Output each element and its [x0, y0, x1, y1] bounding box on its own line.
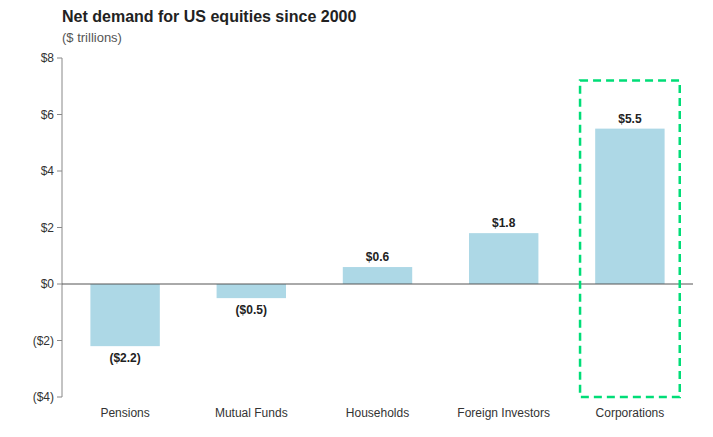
bar — [343, 267, 412, 284]
x-tick-label: Foreign Investors — [457, 406, 550, 420]
x-tick-label: Corporations — [596, 406, 665, 420]
data-label: $0.6 — [366, 250, 390, 264]
bar — [469, 233, 538, 284]
y-tick — [57, 171, 62, 172]
x-tick-label: Mutual Funds — [215, 406, 288, 420]
y-tick — [57, 114, 62, 115]
data-label: ($2.2) — [109, 351, 140, 365]
x-tick-label: Households — [346, 406, 409, 420]
y-tick-label: $0 — [41, 277, 55, 291]
y-tick-label: $2 — [41, 221, 55, 235]
y-tick-label: ($4) — [33, 390, 54, 404]
y-tick — [57, 227, 62, 228]
y-tick — [57, 284, 62, 285]
data-label: $1.8 — [492, 216, 516, 230]
y-tick-label: ($2) — [33, 334, 54, 348]
chart: Net demand for US equities since 2000 ($ … — [0, 0, 713, 437]
y-tick — [57, 397, 62, 398]
data-label: $5.5 — [618, 112, 642, 126]
y-tick-label: $4 — [41, 164, 55, 178]
y-tick-label: $6 — [41, 108, 55, 122]
subtitle: ($ trillions) — [62, 30, 122, 45]
bars — [90, 129, 664, 347]
y-tick — [57, 340, 62, 341]
bar — [90, 284, 159, 346]
y-tick — [57, 58, 62, 59]
y-axis — [62, 58, 63, 397]
highlight-box — [580, 81, 680, 397]
title: Net demand for US equities since 2000 — [62, 8, 356, 25]
y-tick-label: $8 — [41, 51, 55, 65]
x-tick-label: Pensions — [100, 406, 149, 420]
data-label: ($0.5) — [236, 303, 267, 317]
zero-line — [62, 284, 693, 285]
bar — [217, 284, 286, 298]
bar — [595, 129, 664, 284]
